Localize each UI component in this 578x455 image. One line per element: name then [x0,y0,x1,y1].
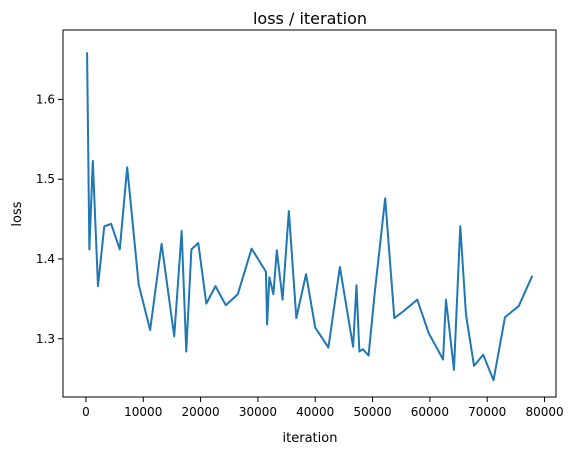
y-tick-label: 1.6 [36,92,55,106]
plot-frame [63,30,556,397]
x-axis: 0 10000 20000 30000 40000 50000 60000 70000 8000… [82,397,564,419]
y-tick-label: 1.4 [36,252,55,266]
y-tick-label: 1.3 [36,332,55,346]
y-tick-label: 1.5 [36,172,55,186]
chart-title: loss / iteration [253,9,367,28]
x-tick-label: 70000 [468,405,506,419]
y-axis: 1.3 1.4 1.5 1.6 [36,92,63,345]
y-axis-label: loss [10,201,25,226]
x-tick-label: 0 [82,405,90,419]
x-tick-label: 20000 [181,405,219,419]
x-tick-label: 40000 [296,405,334,419]
x-tick-label: 50000 [353,405,391,419]
x-tick-label: 60000 [411,405,449,419]
x-tick-label: 10000 [124,405,162,419]
x-tick-label: 80000 [525,405,563,419]
x-axis-label: iteration [283,431,338,446]
loss-series-line [87,53,532,380]
x-tick-label: 30000 [239,405,277,419]
